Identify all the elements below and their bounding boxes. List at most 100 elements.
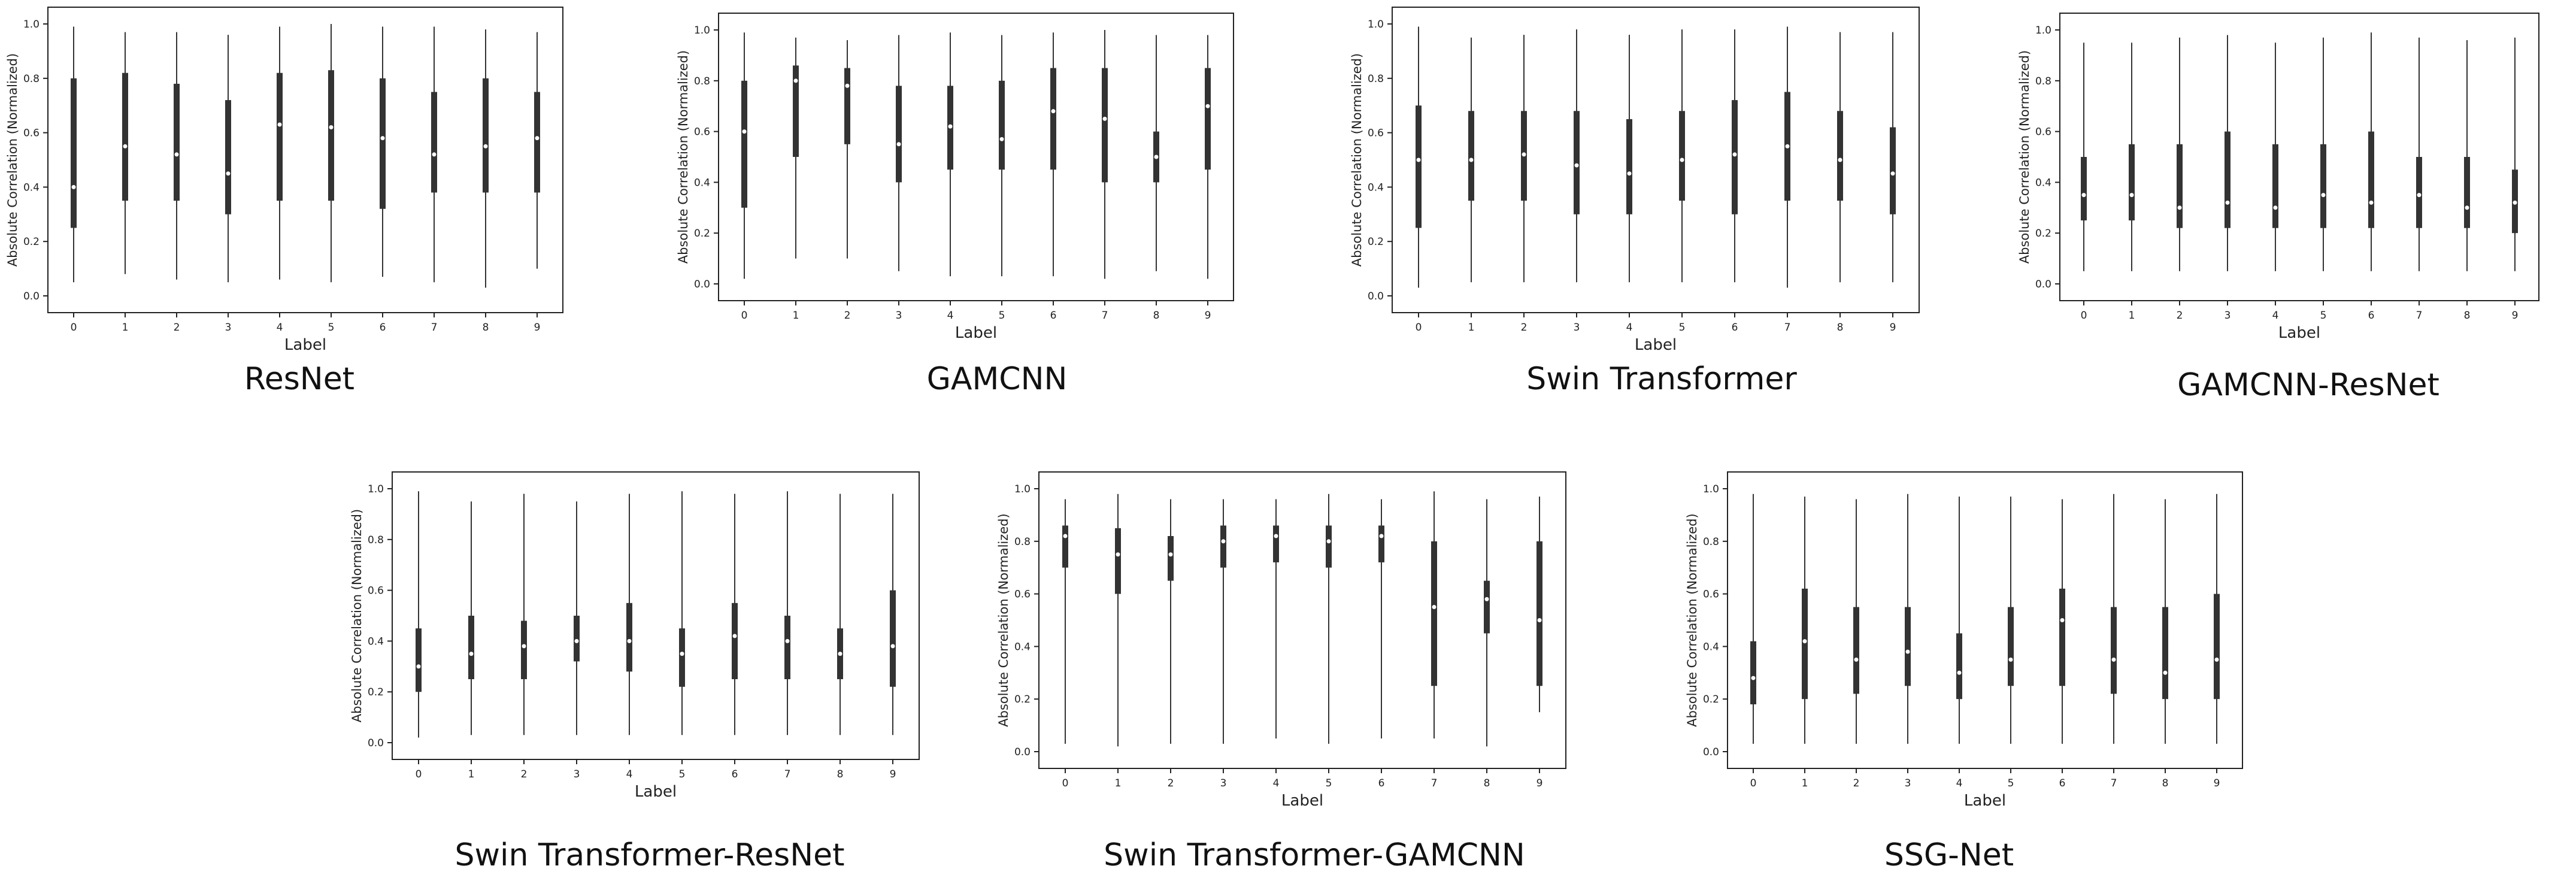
median-point	[680, 652, 684, 656]
iqr-box	[431, 92, 437, 193]
chart-caption: GAMCNN	[926, 361, 1068, 397]
median-point	[1537, 618, 1542, 622]
iqr-box	[2129, 144, 2135, 220]
x-tick-label: 2	[1853, 777, 1860, 789]
y-tick-label: 0.6	[1368, 128, 1384, 140]
y-tick-label: 0.2	[23, 236, 40, 248]
iqr-box	[574, 616, 580, 662]
iqr-box	[1890, 127, 1896, 214]
median-point	[226, 171, 231, 176]
x-tick-label: 0	[1416, 322, 1422, 334]
median-point	[2369, 200, 2374, 205]
iqr-box	[71, 78, 77, 228]
x-tick-label: 9	[2512, 310, 2519, 322]
x-tick-label: 9	[1536, 777, 1543, 789]
median-point	[71, 184, 76, 189]
x-tick-label: 9	[890, 768, 896, 780]
median-point	[174, 152, 179, 157]
x-tick-label: 9	[1205, 310, 1211, 322]
iqr-box	[626, 603, 632, 672]
y-tick-label: 0.6	[2035, 126, 2051, 138]
median-point	[1102, 116, 1107, 121]
chart-caption: Swin Transformer	[1526, 361, 1797, 397]
median-point	[1063, 534, 1068, 538]
iqr-box	[1837, 111, 1843, 201]
median-point	[483, 144, 488, 149]
y-tick-label: 1.0	[1703, 483, 1719, 495]
iqr-box	[1574, 111, 1580, 214]
iqr-box	[1484, 580, 1490, 634]
x-tick-label: 4	[1956, 777, 1963, 789]
x-tick-label: 4	[947, 310, 954, 322]
x-tick-label: 2	[844, 310, 851, 322]
median-point	[432, 152, 437, 157]
plot-frame	[2059, 13, 2539, 301]
x-tick-label: 8	[837, 768, 844, 780]
x-tick-label: 4	[277, 322, 283, 334]
y-tick-label: 0.6	[694, 126, 710, 138]
violin-plot-svg: 0.0 0.2 0.4 0.6 0.8 1.0 Absolute Correlation (…	[996, 471, 1566, 810]
median-point	[1051, 109, 1056, 114]
x-axis-label: Label	[955, 324, 997, 342]
y-tick-label: 0.2	[1368, 236, 1384, 248]
median-point	[123, 144, 128, 149]
x-tick-label: 6	[1378, 777, 1385, 789]
x-tick-label: 0	[2081, 310, 2087, 322]
iqr-box	[732, 603, 738, 679]
median-point	[1416, 158, 1421, 162]
x-tick-label: 1	[2129, 310, 2135, 322]
y-tick-label: 0.6	[1703, 589, 1719, 601]
x-axis-label: Label	[1281, 792, 1323, 810]
median-point	[1274, 534, 1278, 538]
x-tick-label: 8	[2464, 310, 2471, 322]
y-tick-label: 1.0	[694, 25, 710, 37]
x-axis-label: Label	[284, 336, 326, 354]
x-tick-label: 4	[1626, 322, 1633, 334]
median-point	[2214, 657, 2219, 662]
median-point	[1522, 152, 1526, 157]
y-tick-label: 0.2	[694, 228, 710, 240]
x-tick-label: 1	[1115, 777, 1122, 789]
iqr-box	[1205, 68, 1211, 170]
iqr-box	[1626, 119, 1632, 214]
median-point	[277, 122, 282, 127]
x-tick-label: 2	[2177, 310, 2183, 322]
y-tick-label: 0.4	[694, 177, 710, 189]
x-tick-label: 2	[1521, 322, 1528, 334]
iqr-box	[1168, 536, 1174, 581]
x-tick-label: 3	[1905, 777, 1911, 789]
median-point	[999, 137, 1004, 141]
plot-frame	[392, 471, 920, 760]
y-tick-label: 0.0	[2035, 279, 2051, 290]
plot-frame	[1392, 7, 1920, 313]
iqr-box	[1536, 541, 1542, 686]
plot-frame	[1038, 471, 1566, 769]
y-tick-label: 0.4	[23, 181, 40, 193]
y-tick-label: 0.8	[1703, 536, 1719, 548]
y-tick-label: 0.8	[1014, 536, 1031, 548]
x-tick-label: 5	[1326, 777, 1332, 789]
iqr-box	[2368, 131, 2374, 228]
chart-caption: GAMCNN-ResNet	[2177, 367, 2439, 403]
x-tick-label: 4	[626, 768, 633, 780]
x-tick-label: 6	[2368, 310, 2375, 322]
x-tick-label: 1	[122, 322, 129, 334]
iqr-box	[1431, 541, 1437, 686]
x-tick-label: 5	[328, 322, 335, 334]
median-point	[380, 136, 385, 141]
iqr-box	[1115, 528, 1121, 594]
median-point	[1379, 534, 1384, 538]
chart-caption: SSG-Net	[1884, 837, 2014, 873]
chart-caption: ResNet	[244, 361, 355, 397]
iqr-box	[1416, 105, 1422, 228]
x-tick-label: 3	[2225, 310, 2231, 322]
iqr-box	[999, 80, 1005, 170]
y-axis-label: Absolute Correlation (Normalized)	[2017, 50, 2032, 264]
violin-chart-panel: 0.0 0.2 0.4 0.6 0.8 1.0 Absolute Correlation (…	[5, 7, 563, 354]
iqr-box	[679, 628, 685, 687]
x-tick-label: 6	[2059, 777, 2066, 789]
x-tick-label: 9	[1890, 322, 1896, 334]
y-axis-label: Absolute Correlation (Normalized)	[5, 53, 20, 267]
y-tick-label: 1.0	[1368, 19, 1384, 31]
x-tick-label: 9	[534, 322, 541, 334]
